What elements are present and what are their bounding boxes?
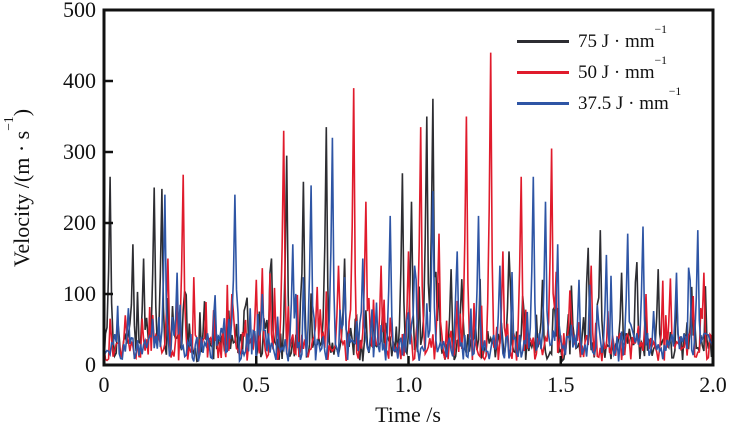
x-tick-label-2.0: 2.0 [699, 372, 727, 397]
y-axis-label: Velocity /(m · s−1) [1, 108, 34, 268]
x-tick-label-1.0: 1.0 [394, 372, 423, 397]
legend: 75 J · mm−1 50 J · mm−1 37.5 J · mm−1 [517, 22, 682, 119]
y-tick-label-400: 400 [63, 68, 96, 93]
legend-item-50: 50 J · mm−1 [517, 53, 681, 88]
y-tick-label-300: 300 [63, 139, 96, 164]
legend-label-50: 50 J · mm−1 [578, 53, 668, 83]
series-line-50 [103, 52, 714, 362]
y-tick-label-100: 100 [63, 281, 96, 306]
x-tick-label-0: 0 [98, 372, 110, 397]
legend-swatch-50-icon [517, 70, 569, 75]
y-tick-label-200: 200 [63, 210, 96, 235]
legend-swatch-75-icon [517, 39, 569, 44]
y-tick-label-500: 500 [63, 0, 96, 22]
x-tick-label-1.5: 1.5 [547, 372, 575, 397]
y-tick-label-0: 0 [85, 352, 96, 377]
legend-label-37: 37.5 J · mm−1 [578, 84, 682, 114]
legend-swatch-37-icon [517, 101, 569, 106]
legend-item-75: 75 J · mm−1 [517, 22, 681, 57]
legend-label-75: 75 J · mm−1 [578, 22, 668, 52]
legend-item-37: 37.5 J · mm−1 [517, 84, 682, 119]
x-axis-label: Time /s [375, 402, 441, 427]
x-tick-label-0.5: 0.5 [242, 372, 271, 397]
series-line-37.5 [103, 137, 714, 364]
